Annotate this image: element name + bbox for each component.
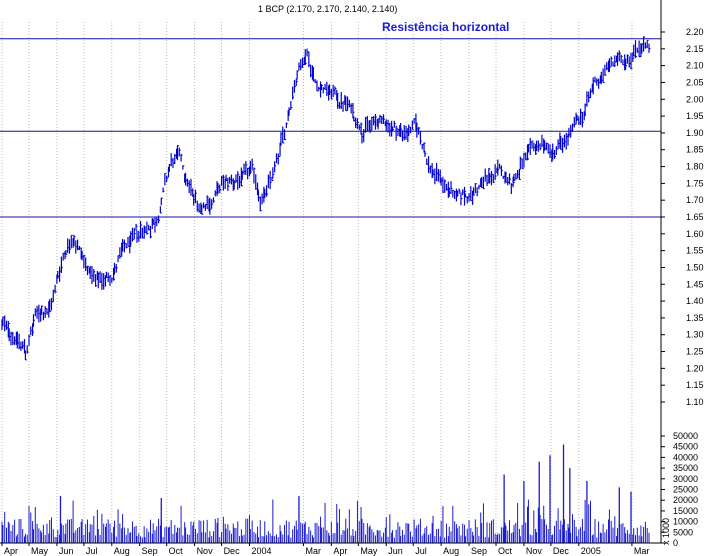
x-tick-label: Apr	[333, 546, 347, 556]
volume-tick-label: 45000	[673, 442, 698, 452]
grid	[1, 22, 633, 543]
volume-tick-label: 50000	[673, 431, 698, 441]
price-tick-label: 2.05	[686, 77, 704, 87]
volume-tick-label: 30000	[673, 474, 698, 484]
x-tick-label: May	[360, 546, 378, 556]
price-tick-label: 1.45	[686, 279, 704, 289]
price-tick-label: 1.50	[686, 262, 704, 272]
x-tick-label: Mar	[634, 546, 650, 556]
price-tick-label: 1.75	[686, 178, 704, 188]
x-tick-label: Dec	[553, 546, 570, 556]
price-tick-label: 1.80	[686, 162, 704, 172]
price-tick-label: 1.85	[686, 145, 704, 155]
price-tick-label: 1.25	[686, 347, 704, 357]
price-tick-label: 1.40	[686, 296, 704, 306]
price-tick-label: 1.30	[686, 330, 704, 340]
resistance-annotation: Resistência horizontal	[382, 20, 509, 34]
x-tick-label: Sep	[471, 546, 487, 556]
x-tick-label: 2005	[581, 546, 601, 556]
x-tick-label: Jun	[59, 546, 74, 556]
volume-unit-label: x 1000	[661, 518, 671, 545]
chart-title: 1 BCP (2.170, 2.170, 2.140, 2.140)	[258, 4, 397, 14]
price-tick-label: 1.65	[686, 212, 704, 222]
x-tick-label: Apr	[4, 546, 18, 556]
volume-tick-label: 25000	[673, 485, 698, 495]
volume-tick-label: 40000	[673, 452, 698, 462]
price-tick-label: 1.10	[686, 397, 704, 407]
volume-bars	[1, 444, 650, 543]
price-tick-label: 2.10	[686, 61, 704, 71]
price-tick-label: 1.15	[686, 380, 704, 390]
price-bars	[1, 36, 651, 361]
x-tick-label: Oct	[169, 546, 184, 556]
x-tick-label: Mar	[305, 546, 321, 556]
price-tick-label: 2.00	[686, 94, 704, 104]
x-tick-label: Dec	[224, 546, 241, 556]
x-tick-label: Jul	[86, 546, 98, 556]
price-tick-label: 1.55	[686, 246, 704, 256]
x-tick-label: Nov	[526, 546, 543, 556]
price-tick-label: 1.60	[686, 229, 704, 239]
volume-tick-label: 5000	[673, 527, 693, 537]
horizontal-lines	[0, 38, 661, 218]
price-tick-label: 1.90	[686, 128, 704, 138]
price-tick-label: 2.15	[686, 44, 704, 54]
volume-tick-label: 10000	[673, 517, 698, 527]
price-tick-label: 1.20	[686, 363, 704, 373]
price-tick-label: 1.70	[686, 195, 704, 205]
x-tick-label: Oct	[498, 546, 513, 556]
price-tick-label: 1.95	[686, 111, 704, 121]
volume-tick-label: 20000	[673, 495, 698, 505]
x-tick-label: May	[31, 546, 49, 556]
volume-tick-label: 0	[673, 538, 678, 548]
x-tick-label: Jul	[415, 546, 427, 556]
x-tick-label: Aug	[114, 546, 130, 556]
x-tick-label: Jun	[388, 546, 403, 556]
x-tick-label: Aug	[443, 546, 459, 556]
x-tick-label: Nov	[197, 546, 214, 556]
price-tick-label: 1.35	[686, 313, 704, 323]
volume-tick-label: 15000	[673, 506, 698, 516]
price-tick-label: 2.20	[686, 27, 704, 37]
volume-tick-label: 35000	[673, 463, 698, 473]
x-tick-label: 2004	[251, 546, 271, 556]
x-tick-label: Sep	[142, 546, 158, 556]
